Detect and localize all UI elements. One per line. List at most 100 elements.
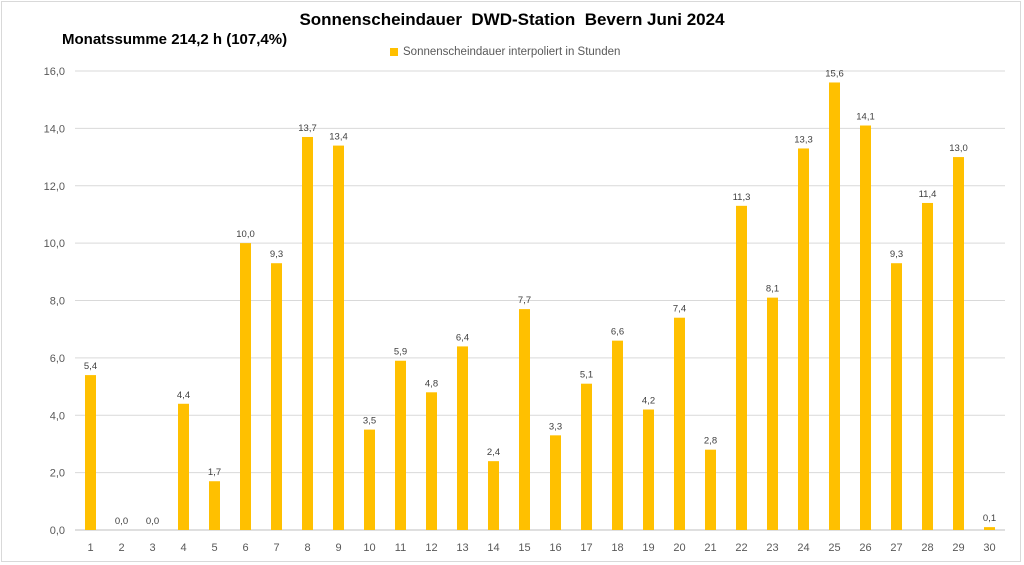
bar <box>364 429 375 530</box>
bar <box>674 317 685 530</box>
data-label: 1,7 <box>208 467 221 478</box>
y-tick-label: 0,0 <box>50 525 65 537</box>
x-tick-label: 16 <box>549 542 561 554</box>
bar <box>798 148 809 531</box>
data-label: 4,2 <box>642 396 655 407</box>
bar <box>178 403 189 530</box>
bar <box>922 202 933 530</box>
data-label: 0,0 <box>146 516 159 527</box>
x-tick-label: 28 <box>921 542 933 554</box>
data-label: 7,7 <box>518 295 531 306</box>
chart-title: Sonnenscheindauer DWD-Station Bevern Jun… <box>299 10 725 29</box>
x-tick-label: 2 <box>118 542 124 554</box>
x-tick-label: 20 <box>673 542 685 554</box>
bar <box>550 435 561 530</box>
bar <box>612 340 623 530</box>
x-tick-label: 22 <box>735 542 747 554</box>
x-tick-label: 27 <box>890 542 902 554</box>
data-label: 5,9 <box>394 347 407 358</box>
x-tick-label: 15 <box>518 542 530 554</box>
chart-legend: Sonnenscheindauer interpoliert in Stunde… <box>390 46 620 58</box>
x-tick-label: 8 <box>304 542 310 554</box>
x-tick-label: 19 <box>642 542 654 554</box>
data-label: 9,3 <box>270 249 283 260</box>
y-tick-label: 6,0 <box>50 353 65 365</box>
bar <box>860 125 871 530</box>
data-label: 13,0 <box>949 143 968 154</box>
y-tick-label: 4,0 <box>50 410 65 422</box>
data-label: 2,8 <box>704 436 717 447</box>
x-tick-label: 25 <box>828 542 840 554</box>
y-tick-label: 14,0 <box>44 123 65 135</box>
x-tick-label: 12 <box>425 542 437 554</box>
x-tick-label: 24 <box>797 542 809 554</box>
data-label: 14,1 <box>856 112 875 123</box>
data-label: 0,0 <box>115 516 128 527</box>
data-label: 3,5 <box>363 416 376 427</box>
bar <box>426 392 437 530</box>
data-label: 6,4 <box>456 332 469 343</box>
bar <box>85 375 96 530</box>
data-label: 13,3 <box>794 134 813 145</box>
x-tick-label: 1 <box>87 542 93 554</box>
y-tick-label: 2,0 <box>50 468 65 480</box>
data-label: 8,1 <box>766 284 779 295</box>
chart-subtitle: Monatssumme 214,2 h (107,4%) <box>62 31 288 48</box>
y-tick-label: 8,0 <box>50 296 65 308</box>
x-tick-label: 21 <box>704 542 716 554</box>
data-label: 4,8 <box>425 378 438 389</box>
data-label: 3,3 <box>549 421 562 432</box>
x-tick-label: 17 <box>580 542 592 554</box>
bar <box>240 243 251 530</box>
y-tick-label: 10,0 <box>44 238 65 250</box>
bar <box>519 309 530 530</box>
x-tick-label: 7 <box>273 542 279 554</box>
data-label: 4,4 <box>177 390 190 401</box>
bar <box>736 205 747 531</box>
bar <box>209 481 220 530</box>
bar <box>953 157 964 530</box>
bar <box>705 449 716 530</box>
x-tick-label: 9 <box>335 542 341 554</box>
y-tick-label: 16,0 <box>44 66 65 78</box>
x-tick-label: 6 <box>242 542 248 554</box>
data-label: 6,6 <box>611 327 624 338</box>
bar <box>271 263 282 530</box>
bar <box>488 461 499 530</box>
bar <box>767 297 778 530</box>
bar <box>581 383 592 530</box>
x-tick-label: 26 <box>859 542 871 554</box>
bar <box>891 263 902 530</box>
bar <box>395 360 406 530</box>
x-tick-label: 18 <box>611 542 623 554</box>
data-label: 15,6 <box>825 68 844 79</box>
bar <box>333 145 344 530</box>
x-tick-label: 3 <box>149 542 155 554</box>
x-tick-label: 10 <box>363 542 375 554</box>
x-tick-label: 30 <box>983 542 995 554</box>
data-label: 9,3 <box>890 249 903 260</box>
data-label: 0,1 <box>983 513 996 524</box>
x-tick-label: 11 <box>395 542 406 554</box>
x-tick-label: 14 <box>487 542 499 554</box>
data-label: 13,4 <box>329 132 348 143</box>
data-label: 11,4 <box>919 189 937 200</box>
legend-label: Sonnenscheindauer interpoliert in Stunde… <box>403 46 621 58</box>
bar <box>457 346 468 530</box>
bar <box>302 136 313 530</box>
y-tick-label: 12,0 <box>44 181 65 193</box>
x-tick-label: 5 <box>211 542 217 554</box>
bar <box>643 409 654 530</box>
x-tick-label: 13 <box>456 542 468 554</box>
data-label: 11,3 <box>733 192 751 203</box>
data-label: 5,1 <box>580 370 593 381</box>
bar <box>829 82 840 530</box>
data-label: 2,4 <box>487 447 500 458</box>
data-label: 13,7 <box>298 123 317 134</box>
x-tick-label: 23 <box>766 542 778 554</box>
legend-swatch <box>390 48 398 56</box>
data-label: 10,0 <box>236 229 255 240</box>
bar <box>984 527 995 530</box>
